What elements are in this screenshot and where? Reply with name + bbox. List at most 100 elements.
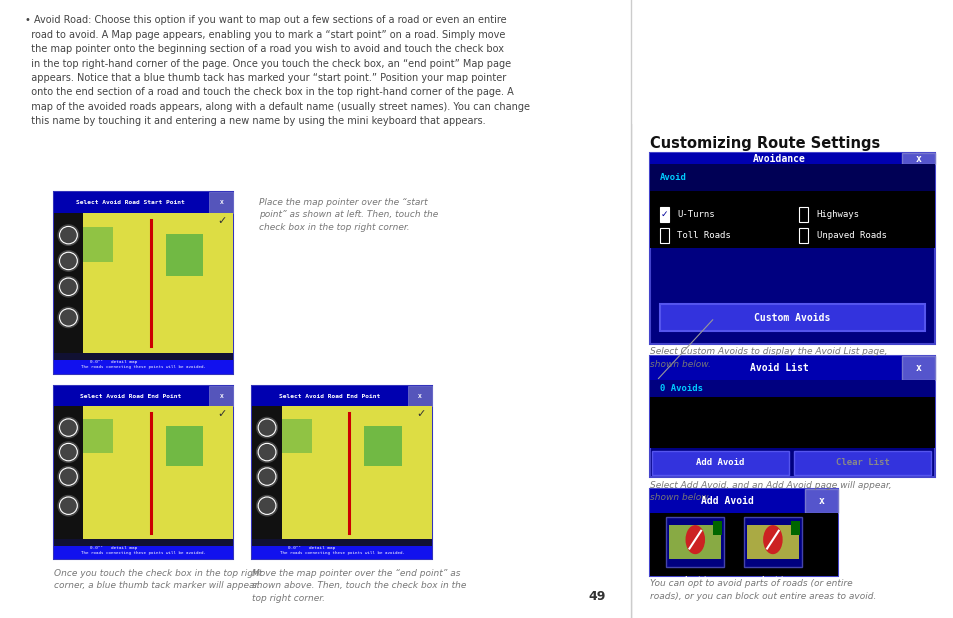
Bar [166, 426, 203, 466]
Bar [53, 406, 83, 559]
Circle shape [256, 417, 277, 438]
Text: Select Avoid Road Start Point: Select Avoid Road Start Point [76, 200, 185, 205]
Bar [746, 525, 798, 559]
Bar [83, 227, 113, 261]
Text: U-Turns: U-Turns [677, 210, 715, 219]
Bar [804, 489, 837, 513]
Text: 0.0ⁿᵀ   detail map: 0.0ⁿᵀ detail map [90, 546, 136, 551]
Text: ✓: ✓ [660, 210, 668, 219]
Text: Avoid
Area: Avoid Area [760, 576, 783, 595]
Bar [53, 353, 233, 374]
Bar [669, 525, 720, 559]
Bar [166, 234, 203, 276]
Text: Add Avoid: Add Avoid [696, 459, 743, 467]
Bar [53, 213, 83, 374]
Text: Reference: Reference [740, 65, 842, 83]
Bar [649, 513, 837, 576]
Bar [209, 386, 233, 406]
Circle shape [58, 442, 79, 462]
Circle shape [58, 225, 79, 245]
Bar [252, 540, 432, 559]
Text: x: x [915, 363, 921, 373]
Bar [649, 379, 934, 397]
Circle shape [685, 526, 703, 554]
Bar [649, 397, 934, 449]
Bar [252, 546, 432, 559]
Bar [790, 521, 799, 535]
Text: Select Avoid Road End Point: Select Avoid Road End Point [278, 394, 379, 399]
Text: ✓: ✓ [217, 409, 227, 419]
Circle shape [58, 251, 79, 271]
Bar [53, 386, 233, 406]
Text: Once you touch the check box in the top right
corner, a blue thumb tack marker w: Once you touch the check box in the top … [53, 569, 261, 590]
Circle shape [763, 526, 781, 554]
Bar [659, 304, 923, 331]
Circle shape [256, 467, 277, 487]
Circle shape [58, 307, 79, 328]
Bar [53, 546, 233, 559]
Bar [281, 420, 312, 453]
Bar [252, 386, 432, 406]
Text: Unpaved Roads: Unpaved Roads [816, 231, 885, 240]
Text: You can opt to avoid parts of roads (or entire
roads), or you can block out enti: You can opt to avoid parts of roads (or … [649, 580, 876, 601]
Bar [902, 153, 934, 164]
Text: The roads connecting these points will be avoided.: The roads connecting these points will b… [81, 551, 206, 555]
Bar [712, 521, 721, 535]
Text: • Avoid Road: Choose this option if you want to map out a few sections of a road: • Avoid Road: Choose this option if you … [25, 15, 530, 126]
Bar [252, 406, 281, 559]
Text: 0 Avoids: 0 Avoids [659, 384, 702, 393]
Circle shape [58, 277, 79, 297]
Bar [53, 540, 233, 559]
Text: X: X [219, 394, 223, 399]
Text: Select Add Avoid, and an Add Avoid page will appear,
shown below.: Select Add Avoid, and an Add Avoid page … [649, 481, 891, 502]
Text: Avoid List: Avoid List [749, 363, 808, 373]
Text: The roads connecting these points will be avoided.: The roads connecting these points will b… [81, 365, 206, 369]
Text: Avoid
Road: Avoid Road [683, 576, 706, 595]
Bar [281, 406, 432, 540]
Text: x: x [915, 154, 921, 164]
Bar [649, 489, 837, 576]
Bar [798, 229, 807, 243]
Text: X: X [417, 394, 421, 399]
Bar [798, 207, 807, 222]
Bar [83, 406, 233, 540]
Text: Select Avoid Road End Point: Select Avoid Road End Point [80, 394, 181, 399]
Bar [649, 153, 934, 344]
Bar [53, 386, 233, 559]
Bar [252, 386, 432, 559]
Bar [364, 426, 401, 466]
Bar [649, 489, 837, 513]
Circle shape [58, 417, 79, 438]
Text: Highways: Highways [816, 210, 859, 219]
Bar [649, 164, 934, 192]
Text: Toll Roads: Toll Roads [677, 231, 730, 240]
Circle shape [256, 442, 277, 462]
Bar [408, 386, 432, 406]
Bar [902, 356, 934, 379]
Bar [649, 153, 934, 164]
Bar [83, 213, 233, 353]
Text: Custom Avoids: Custom Avoids [753, 313, 830, 323]
Text: Place the map pointer over the “start
point” as shown at left. Then, touch the
c: Place the map pointer over the “start po… [258, 198, 437, 232]
Bar [665, 517, 723, 567]
Text: Avoid: Avoid [659, 174, 686, 182]
Bar [53, 192, 233, 374]
Text: ✓: ✓ [217, 216, 227, 226]
Text: Add Avoid: Add Avoid [700, 496, 753, 506]
Bar [649, 356, 934, 379]
Bar [83, 420, 113, 453]
Text: ✓: ✓ [416, 409, 425, 419]
Circle shape [58, 496, 79, 516]
Bar [649, 356, 934, 477]
Text: Avoidance: Avoidance [752, 154, 805, 164]
Bar [659, 229, 669, 243]
Bar [53, 360, 233, 374]
Text: 0.0ⁿᵀ   detail map: 0.0ⁿᵀ detail map [90, 360, 136, 365]
Bar [649, 192, 934, 248]
Bar [53, 192, 233, 213]
Text: The roads connecting these points will be avoided.: The roads connecting these points will b… [279, 551, 404, 555]
Circle shape [256, 496, 277, 516]
Text: Clear List: Clear List [835, 459, 888, 467]
Text: 49: 49 [587, 590, 605, 603]
Text: 0.0ⁿᵀ   detail map: 0.0ⁿᵀ detail map [288, 546, 335, 551]
